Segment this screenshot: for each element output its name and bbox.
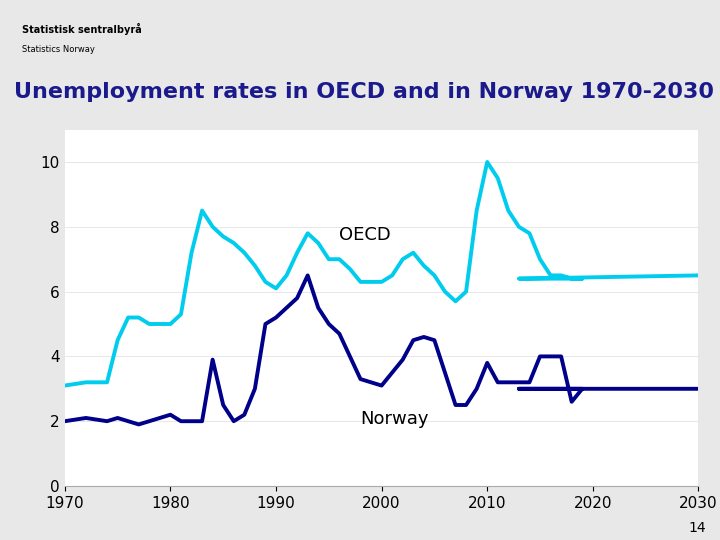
Text: Norway: Norway	[361, 410, 429, 428]
Text: Statistisk sentralbyrå: Statistisk sentralbyrå	[22, 23, 141, 35]
Text: OECD: OECD	[339, 226, 391, 244]
Text: Statistics Norway: Statistics Norway	[22, 45, 94, 55]
Text: Unemployment rates in OECD and in Norway 1970-2030: Unemployment rates in OECD and in Norway…	[14, 82, 714, 102]
Text: 14: 14	[688, 521, 706, 535]
